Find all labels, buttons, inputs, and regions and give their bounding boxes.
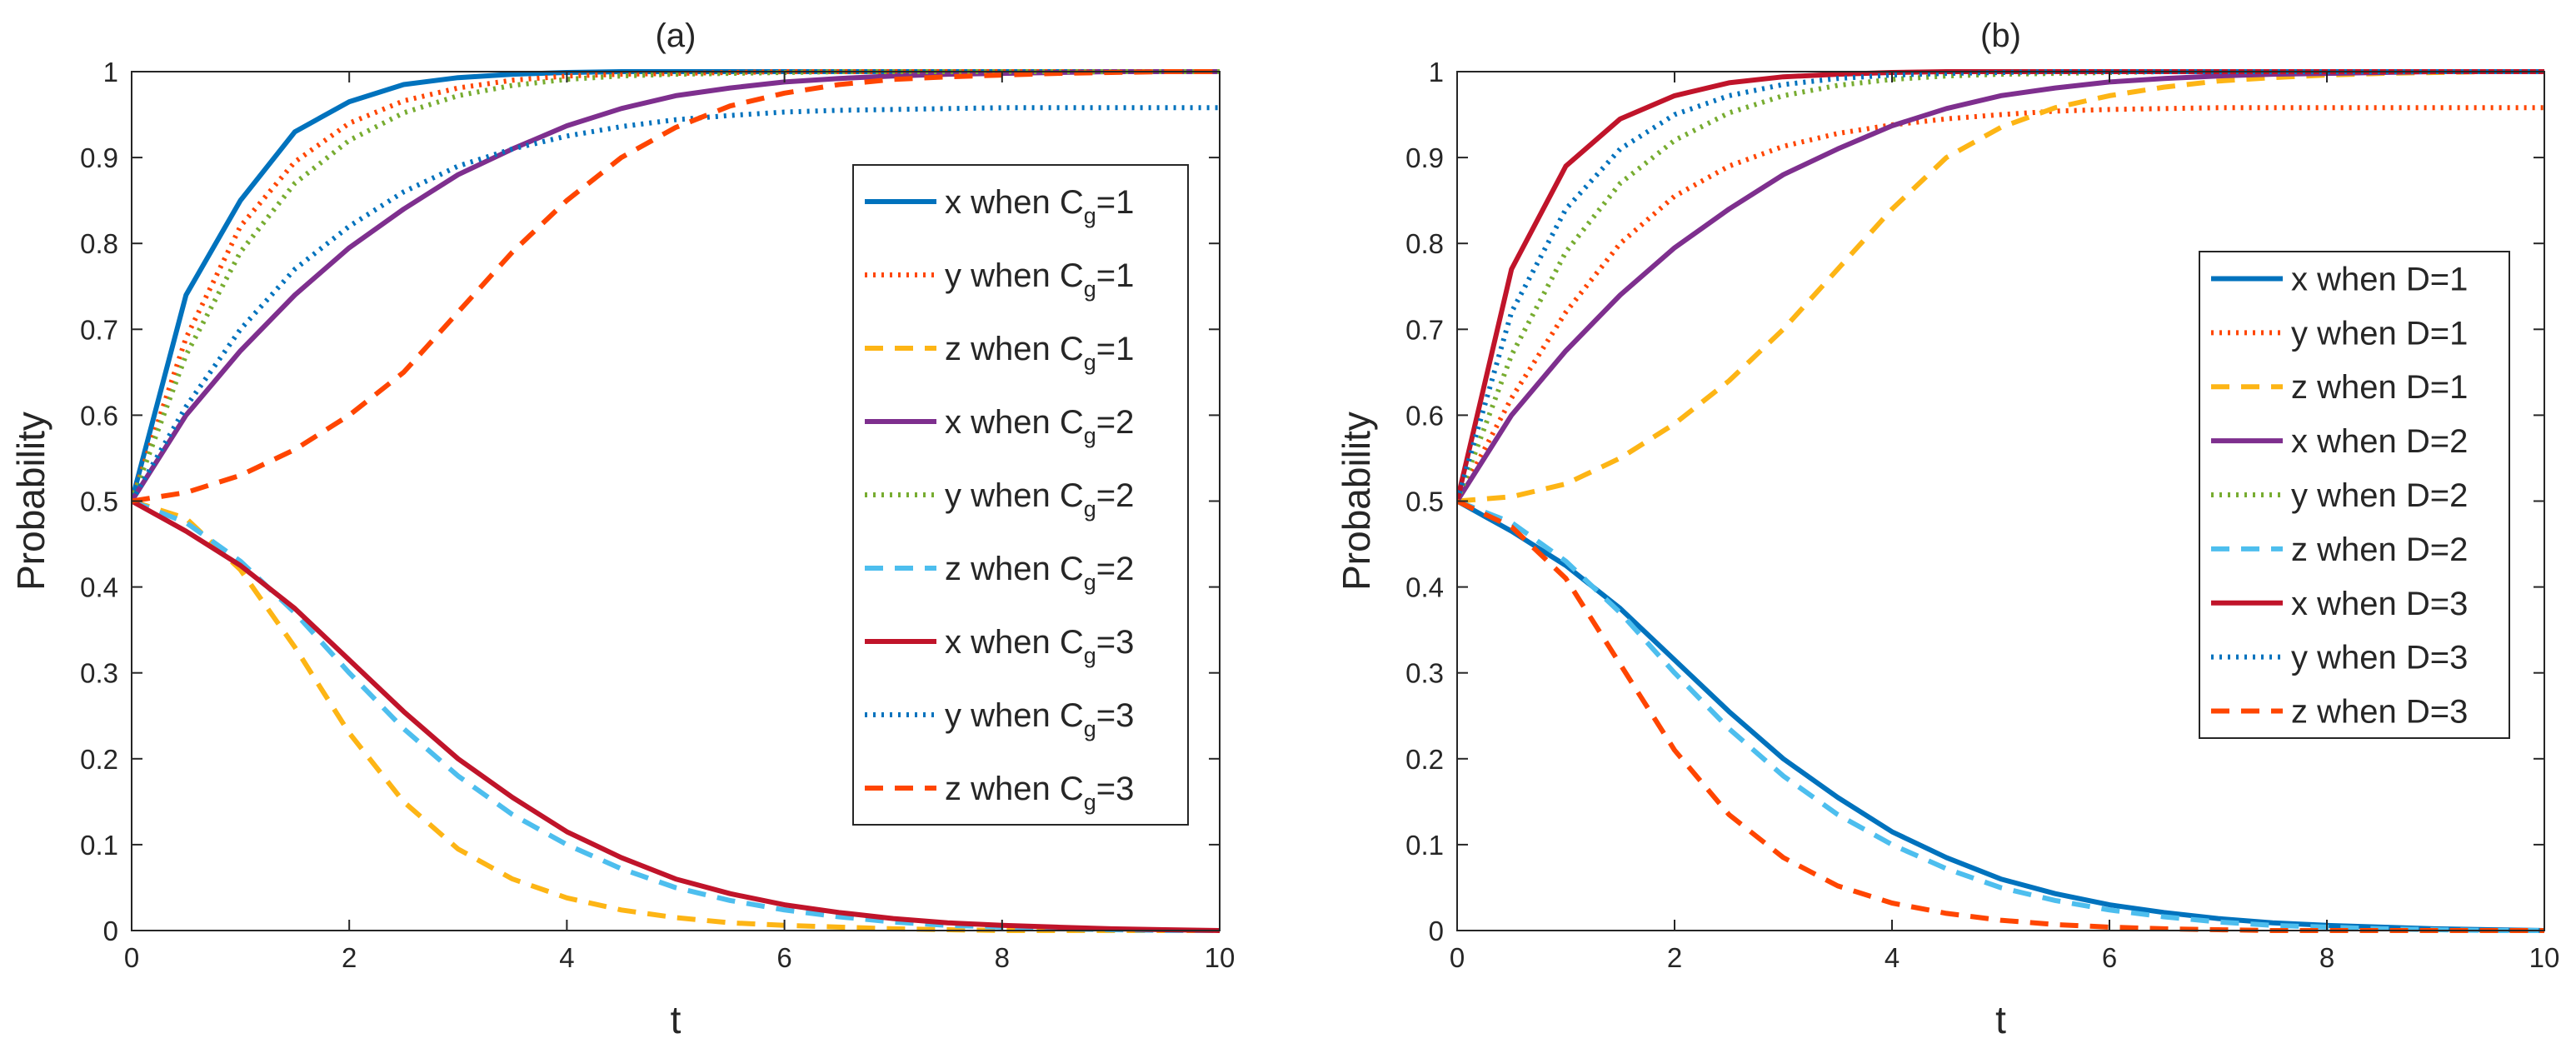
x-tick-label: 6 [776, 942, 791, 973]
series-line-4 [132, 69, 1220, 503]
series-line-2 [1457, 105, 2544, 502]
y-tick-label: 0.4 [1405, 572, 1444, 603]
legend: x when D=1 y when D=1 z when D=1 x when D=2… [2199, 251, 2510, 739]
legend-label-9: z when D=3 [2291, 694, 2468, 731]
y-tick-label: 0.8 [80, 228, 118, 259]
series-line-6 [1457, 498, 2544, 933]
y-tick-label: 1 [1429, 57, 1444, 87]
legend: x when Cg=1 y when Cg=1 z when Cg=1 x when … [852, 164, 1189, 826]
y-tick-label: 0.1 [80, 830, 118, 861]
y-tick-label: 0.3 [80, 658, 118, 689]
y-tick-label: 0 [1429, 916, 1444, 946]
x-axis-label: t [1995, 998, 2006, 1041]
x-axis-label: t [671, 998, 681, 1041]
x-tick-label: 10 [2529, 942, 2560, 973]
y-tick-label: 0.1 [1405, 830, 1444, 861]
y-tick-label: 0.8 [1405, 228, 1444, 259]
legend-label-9: z when Cg=3 [945, 771, 1134, 815]
y-tick-label: 0.5 [80, 487, 118, 517]
x-tick-label: 4 [1885, 942, 1900, 973]
y-tick-label: 0.2 [80, 744, 118, 775]
legend-label-4: x when D=2 [2291, 423, 2468, 460]
y-tick-label: 0.3 [1405, 658, 1444, 689]
x-tick-label: 6 [2102, 942, 2117, 973]
legend-label-6: z when Cg=2 [945, 551, 1134, 595]
y-tick-label: 0.2 [1405, 744, 1444, 775]
legend-box [2199, 251, 2510, 739]
legend-label-8: y when D=3 [2291, 640, 2468, 676]
x-tick-label: 2 [342, 942, 357, 973]
legend-label-4: x when Cg=2 [945, 404, 1134, 448]
series-line-6 [132, 498, 1220, 933]
series-line-7 [132, 498, 1220, 933]
x-tick-label: 10 [1205, 942, 1236, 973]
x-tick-label: 8 [995, 942, 1010, 973]
y-tick-label: 0.7 [1405, 314, 1444, 345]
y-tick-label: 0 [103, 916, 118, 946]
series-line-1 [1457, 498, 2544, 933]
legend-label-2: y when Cg=1 [945, 257, 1134, 302]
chart-title: (a) [656, 17, 696, 54]
panel-b: 0 2 4 6 8 10 0 0.1 0.2 0.3 0.4 0.5 0.6 0.7 0.8 0.9 1 t Pro… [1335, 17, 2559, 1041]
series-line-9 [132, 69, 1220, 504]
y-tick-label: 0.9 [80, 142, 118, 173]
legend-label-6: z when D=2 [2291, 531, 2468, 568]
legend-label-5: y when D=2 [2291, 477, 2468, 514]
y-tick-label: 0.5 [1405, 487, 1444, 517]
chart-title: (b) [1980, 17, 2021, 54]
legend-label-5: y when Cg=2 [945, 477, 1134, 522]
x-tick-label: 4 [559, 942, 574, 973]
y-tick-label: 0.7 [80, 314, 118, 345]
legend-label-1: x when D=1 [2291, 261, 2468, 297]
series-line-8 [132, 105, 1220, 502]
panel-a: 0 2 4 6 8 10 0 0.1 0.2 0.3 0.4 0.5 0.6 0.7 0.8 0.9 1 t Pro… [9, 17, 1235, 1041]
legend-label-3: z when D=1 [2291, 369, 2468, 406]
y-axis-label: Probability [9, 412, 52, 591]
x-tick-label: 2 [1667, 942, 1682, 973]
legend-label-7: x when D=3 [2291, 586, 2468, 622]
y-tick-label: 0.6 [1405, 400, 1444, 431]
x-tick-label: 8 [2319, 942, 2334, 973]
legend-label-2: y when D=1 [2291, 315, 2468, 352]
legend-label-8: y when Cg=3 [945, 697, 1134, 741]
x-tick-label: 0 [124, 942, 139, 973]
series-line-3 [1457, 69, 2544, 504]
legend-label-1: x when Cg=1 [945, 184, 1134, 228]
y-tick-label: 0.6 [80, 400, 118, 431]
legend-label-7: x when Cg=3 [945, 624, 1134, 668]
legend-label-3: z when Cg=1 [945, 331, 1134, 375]
y-tick-label: 0.4 [80, 572, 118, 603]
y-tick-label: 1 [103, 57, 118, 87]
x-tick-label: 0 [1450, 942, 1465, 973]
y-tick-label: 0.9 [1405, 142, 1444, 173]
y-axis-label: Probability [1335, 412, 1378, 591]
